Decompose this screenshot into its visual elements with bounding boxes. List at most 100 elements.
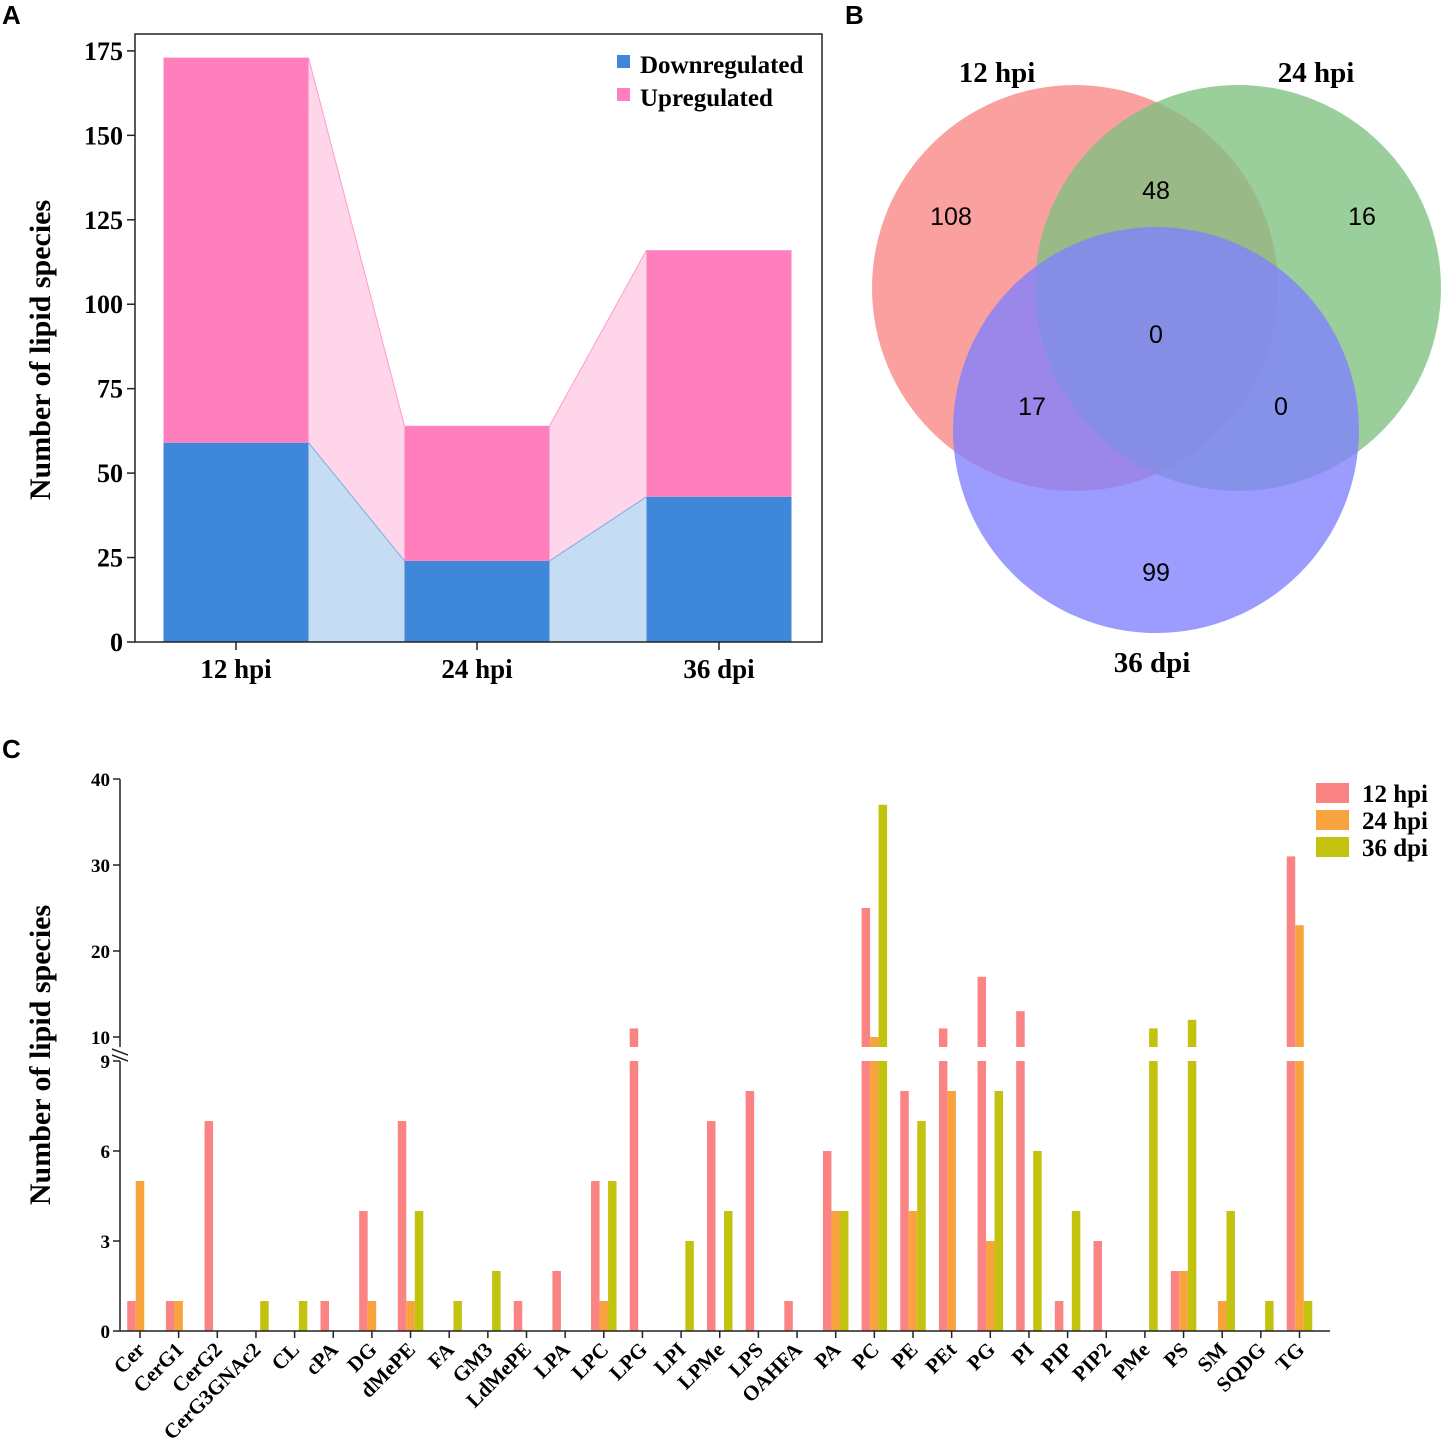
x-tick-label-pa: PA <box>810 1337 846 1373</box>
bar-24-hpi-pg <box>986 1241 995 1331</box>
bar-downregulated-24-hpi <box>404 560 550 642</box>
y-tick-label-30: 30 <box>91 856 110 877</box>
bar-36-dpi-lpc <box>608 1181 617 1331</box>
venn-count-36-dpi: 99 <box>1142 559 1170 587</box>
band-down-edge-2 <box>549 496 647 562</box>
legend-swatch-12-hpi <box>1316 783 1349 803</box>
panel-a-stacked-bar-chart: 0 25 50 75 100 125 150 175 12 hpi 24 hpi 36 dpi Num… <box>24 33 823 684</box>
y-tick-label-9: 9 <box>101 1052 111 1073</box>
band-down-edge-1 <box>308 442 405 562</box>
y-tick-label-125: 125 <box>84 206 123 235</box>
x-tick-label-cl: CL <box>267 1338 305 1376</box>
bar-36-dpi-ps-upper <box>1187 1019 1197 1047</box>
legend-swatch-24-hpi <box>1316 810 1349 830</box>
legend-swatch-downregulated <box>617 55 630 68</box>
y-axis-label: Number of lipid species <box>24 905 57 1205</box>
bar-36-dpi-pi <box>1033 1151 1042 1331</box>
bar-36-dpi-sqdg <box>1265 1301 1274 1331</box>
y-axis-label: Number of lipid species <box>24 200 57 500</box>
bar-36-dpi-pg <box>994 1091 1004 1331</box>
bar-12-hpi-oahfa <box>784 1301 793 1331</box>
bar-36-dpi-pme-lower <box>1149 1061 1158 1331</box>
venn-circle-36-dpi <box>953 227 1359 633</box>
x-tick-label-lpa: LPA <box>529 1337 575 1383</box>
bar-36-dpi-lpme <box>724 1211 733 1331</box>
bar-12-hpi-cpa <box>320 1301 329 1331</box>
y-tick-label-25: 25 <box>97 544 123 573</box>
y-tick-label-0: 0 <box>110 628 123 657</box>
bar-36-dpi-pme-upper <box>1149 1028 1158 1047</box>
bar-24-hpi-pc-lower <box>870 1061 879 1331</box>
venn-set-label-12-hpi: 12 hpi <box>959 57 1036 89</box>
y-tick-label-150: 150 <box>84 121 123 150</box>
x-tick-label-pi: PI <box>1007 1338 1039 1370</box>
bar-24-hpi-sm <box>1217 1301 1227 1331</box>
bar-36-dpi-cerg3gnac2 <box>260 1301 269 1331</box>
x-tick-label-36-dpi: 36 dpi <box>683 654 755 684</box>
panel-label-a: A <box>2 0 21 30</box>
band-down-1 <box>308 442 405 642</box>
x-tick-label-pet: PEt <box>920 1338 961 1379</box>
x-tick-label-pe: PE <box>887 1338 923 1374</box>
x-tick-label-cpa: cPA <box>301 1337 344 1380</box>
venn-count-12-hpi-36-dpi: 17 <box>1018 393 1046 421</box>
bar-36-dpi-cl <box>298 1301 308 1331</box>
x-tick-label-pip2: PIP2 <box>1067 1338 1115 1386</box>
y-tick-label-50: 50 <box>97 459 123 488</box>
bar-24-hpi-pet <box>947 1091 956 1331</box>
panel-label-b: B <box>845 0 864 30</box>
band-down-2 <box>549 496 647 642</box>
venn-count-24-hpi-36-dpi: 0 <box>1274 393 1288 421</box>
y-tick-label-20: 20 <box>91 942 110 963</box>
bar-36-dpi-dmepe <box>414 1211 424 1331</box>
legend-label-12-hpi: 12 hpi <box>1362 781 1428 808</box>
bar-12-hpi-pa <box>822 1151 832 1331</box>
legend-label-24-hpi: 24 hpi <box>1362 808 1428 835</box>
bar-24-hpi-dmepe <box>406 1301 415 1331</box>
bar-12-hpi-pi-lower <box>1016 1061 1025 1331</box>
bar-upregulated-36-dpi <box>646 250 792 497</box>
legend-swatch-36-dpi <box>1316 837 1349 857</box>
y-tick-label-6: 6 <box>101 1142 111 1163</box>
x-tick-label-24-hpi: 24 hpi <box>441 654 513 684</box>
bar-12-hpi-cerg2 <box>204 1121 214 1331</box>
venn-count-12-hpi-24-hpi: 48 <box>1142 177 1170 205</box>
panel-b-venn-diagram: 12 hpi 24 hpi 36 dpi 108 16 99 48 17 0 0 <box>872 57 1441 679</box>
bar-36-dpi-fa <box>453 1301 462 1331</box>
venn-set-label-24-hpi: 24 hpi <box>1278 57 1355 89</box>
y-tick-label-175: 175 <box>84 37 123 66</box>
bar-12-hpi-lpg-lower <box>629 1061 639 1331</box>
bar-24-hpi-dg <box>367 1301 377 1331</box>
venn-count-24-hpi: 16 <box>1348 203 1376 231</box>
bar-12-hpi-tg-upper <box>1286 856 1296 1047</box>
bar-36-dpi-pc-lower <box>878 1061 888 1331</box>
x-tick-label-lpg: LPG <box>604 1338 651 1385</box>
bar-36-dpi-gm3 <box>492 1271 501 1331</box>
legend-label-36-dpi: 36 dpi <box>1362 835 1428 862</box>
bar-12-hpi-cerg1 <box>165 1301 175 1331</box>
x-tick-label-pme: PMe <box>1108 1338 1155 1385</box>
bar-36-dpi-pc-upper <box>878 804 888 1047</box>
band-up-edge-2 <box>549 249 647 427</box>
band-up-edge-1 <box>308 57 405 426</box>
y-tick-label-40: 40 <box>91 770 110 791</box>
bar-12-hpi-pg-upper <box>977 976 987 1047</box>
bar-12-hpi-dmepe <box>397 1121 407 1331</box>
bar-24-hpi-pc-upper <box>870 1037 879 1047</box>
bar-12-hpi-lpa <box>552 1271 561 1331</box>
band-up-1 <box>308 57 405 561</box>
bar-12-hpi-pip <box>1054 1301 1064 1331</box>
x-tick-label-pg: PG <box>962 1338 1000 1376</box>
bar-12-hpi-pc-upper <box>861 908 871 1047</box>
bar-12-hpi-lpme <box>707 1121 716 1331</box>
bar-downregulated-36-dpi <box>646 496 792 642</box>
band-up-2 <box>549 250 647 561</box>
bar-12-hpi-lps <box>745 1091 755 1331</box>
bar-36-dpi-lpi <box>685 1241 694 1331</box>
bar-12-hpi-lpg-upper <box>629 1028 639 1047</box>
legend-label-downregulated: Downregulated <box>640 52 804 79</box>
x-tick-label-pc: PC <box>847 1338 884 1375</box>
bar-12-hpi-pip2 <box>1093 1241 1102 1331</box>
bar-12-hpi-lpc <box>591 1181 600 1331</box>
panel-label-c: C <box>2 734 21 764</box>
